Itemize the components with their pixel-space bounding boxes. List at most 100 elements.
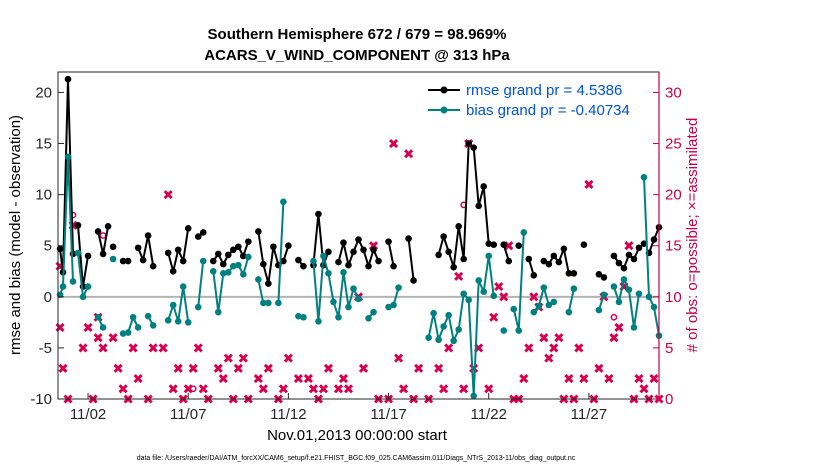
rmse-point: [64, 75, 72, 83]
bias-point: [425, 334, 432, 341]
rmse-point: [500, 241, 508, 248]
bias-point: [325, 270, 332, 277]
bias-point: [470, 392, 477, 400]
obs-assimilated-marker: [283, 353, 293, 363]
obs-assimilated-marker: [639, 384, 649, 394]
obs-assimilated-marker: [83, 322, 93, 333]
bias-point: [219, 270, 227, 277]
bias-point: [485, 252, 493, 260]
y-tick-label: -10: [30, 391, 52, 408]
obs-possible-marker: [610, 313, 618, 321]
bias-point: [450, 337, 457, 345]
bias-point: [600, 291, 608, 299]
obs-assimilated-marker: [188, 363, 198, 373]
rmse-line: [312, 213, 330, 266]
bias-point: [209, 267, 217, 275]
rmse-point: [650, 236, 658, 243]
bias-line: [277, 201, 285, 303]
rmse-point: [455, 223, 462, 230]
rmse-point: [555, 258, 563, 266]
bias-point: [460, 290, 467, 298]
y-right-tick-label: 25: [665, 136, 682, 153]
obs-assimilated-marker: [343, 384, 354, 394]
rmse-point: [295, 256, 302, 264]
bias-point: [435, 336, 442, 344]
bias-point: [340, 268, 347, 276]
rmse-line: [387, 241, 395, 267]
bias-point: [625, 286, 633, 293]
rmse-point: [370, 246, 377, 254]
obs-assimilated-marker: [113, 363, 123, 373]
bias-point: [74, 249, 82, 257]
rmse-point: [245, 238, 252, 245]
rmse-line: [59, 79, 74, 273]
rmse-point: [595, 271, 603, 278]
rmse-point: [630, 255, 638, 263]
obs-assimilated-marker: [394, 353, 404, 363]
rmse-point: [600, 274, 608, 281]
bias-point: [430, 309, 437, 317]
obs-assimilated-marker: [303, 374, 313, 384]
rmse-point: [385, 238, 392, 245]
bias-point: [615, 298, 623, 306]
rmse-point: [174, 246, 182, 254]
bias-point: [59, 283, 67, 290]
rmse-point: [194, 233, 202, 240]
obs-assimilated-marker: [604, 374, 614, 384]
obs-assimilated-marker: [148, 343, 158, 353]
obs-assimilated-marker: [128, 343, 138, 353]
x-tick-label: 11/27: [571, 406, 607, 423]
bias-point: [124, 329, 132, 336]
y-axis-label: rmse and bias (model - observation): [7, 115, 24, 355]
rmse-point: [94, 228, 102, 235]
obs-assimilated-marker: [198, 384, 208, 394]
bias-point: [224, 268, 232, 276]
obs-assimilated-marker: [173, 363, 183, 373]
y-tick-label: 20: [35, 84, 52, 101]
rmse-point: [480, 183, 488, 190]
bias-point: [595, 306, 603, 314]
y-right-tick-label: 0: [665, 391, 673, 408]
plot-area: [58, 72, 659, 399]
obs-assimilated-marker: [554, 333, 564, 343]
rmse-point: [580, 241, 588, 248]
bias-line: [59, 156, 74, 296]
bias-point: [245, 253, 252, 261]
rmse-point: [360, 246, 367, 254]
obs-assimilated-marker: [459, 384, 469, 394]
obs-assimilated-marker: [108, 333, 118, 343]
rmse-point: [340, 239, 347, 246]
obs-assimilated-marker: [579, 374, 589, 384]
bias-point: [570, 285, 578, 292]
obs-assimilated-marker: [168, 384, 178, 394]
rmse-point: [435, 251, 442, 259]
obs-assimilated-marker: [494, 282, 504, 292]
obs-assimilated-marker: [529, 292, 539, 302]
y-right-tick-label: 10: [665, 289, 682, 306]
rmse-point: [229, 246, 237, 254]
bias-point: [240, 271, 247, 278]
rmse-point: [560, 245, 568, 253]
legend-marker-bias: [440, 106, 448, 114]
obs-assimilated-marker: [594, 363, 604, 373]
bias-point: [214, 308, 222, 316]
bias-point: [134, 324, 142, 331]
bias-point: [365, 314, 372, 322]
bias-point: [645, 293, 653, 301]
bias-point: [540, 284, 548, 291]
obs-assimilated-marker: [183, 384, 193, 394]
bias-point: [310, 257, 317, 265]
bias-point: [530, 308, 538, 316]
obs-assimilated-marker: [649, 374, 659, 384]
obs-assimilated-marker: [263, 363, 273, 373]
rmse-point: [460, 255, 467, 263]
bias-point: [455, 326, 462, 333]
rmse-point: [99, 250, 107, 258]
series-lines: [56, 75, 663, 400]
obs-assimilated-marker: [308, 384, 318, 394]
obs-assimilated-marker: [333, 384, 344, 394]
rmse-point: [164, 249, 172, 257]
rmse-point: [214, 250, 222, 258]
obs-possible-marker: [189, 385, 197, 393]
